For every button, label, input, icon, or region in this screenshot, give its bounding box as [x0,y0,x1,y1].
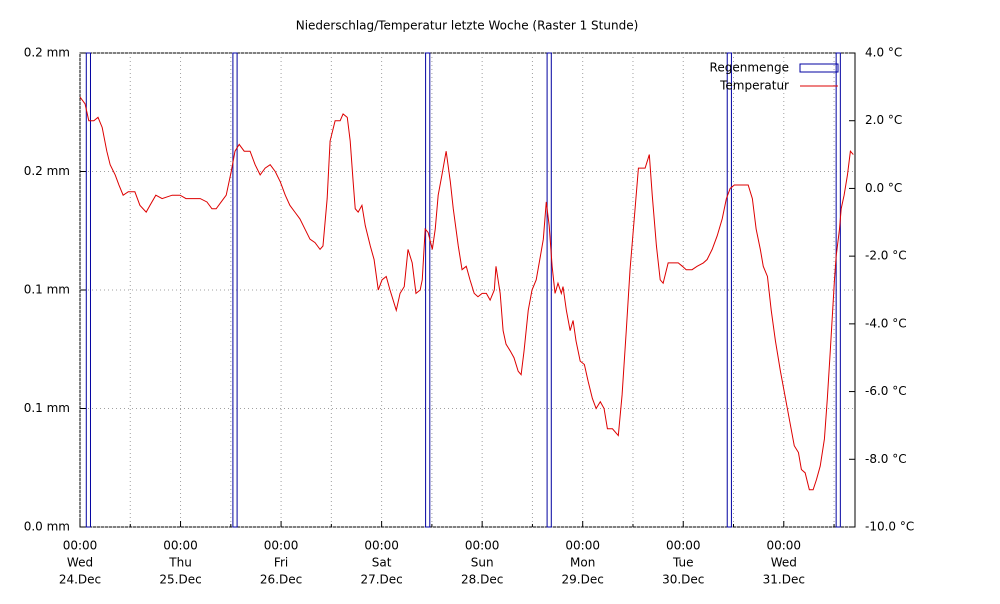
y2-tick-label: 4.0 °C [865,46,902,60]
x-tick-label: 00:00 [364,539,399,553]
x-tick-label: Sat [372,556,392,570]
x-tick-label: Tue [672,556,694,570]
x-tick-label: 00:00 [666,539,701,553]
y2-tick-label: -4.0 °C [865,316,907,330]
x-tick-label: 00:00 [465,539,500,553]
x-tick-label: 28.Dec [461,573,503,587]
legend-swatch [799,63,839,73]
rain-bar [85,52,91,528]
x-tick-label: 00:00 [565,539,600,553]
legend-label: Regenmenge [710,61,789,75]
x-tick-label: 26.Dec [260,573,302,587]
y-tick-label: 0.1 mm [24,283,70,297]
x-tick-label: Sun [471,556,494,570]
y-tick-label: 0.0 mm [24,520,70,534]
x-tick-label: 00:00 [163,539,198,553]
rain-bar [546,52,552,528]
y-tick-label: 0.2 mm [24,164,70,178]
y2-tick-label: -8.0 °C [865,452,907,466]
y-tick-label: 0.2 mm [24,46,70,60]
x-tick-label: Thu [168,556,192,570]
x-tick-label: 00:00 [264,539,299,553]
x-tick-label: Fri [274,556,288,570]
x-tick-label: 00:00 [63,539,98,553]
rain-bar [425,52,431,528]
y2-tick-label: -2.0 °C [865,249,907,263]
x-tick-label: 29.Dec [562,573,604,587]
x-tick-label: 27.Dec [360,573,402,587]
rain-bar [726,52,732,528]
x-tick-label: Wed [67,556,93,570]
x-tick-label: 30.Dec [662,573,704,587]
y2-tick-label: 0.0 °C [865,181,902,195]
temperature-line [79,96,854,491]
y2-tick-label: -10.0 °C [865,520,914,534]
x-tick-label: Mon [570,556,595,570]
x-tick-label: 31.Dec [763,573,805,587]
rain-bar [835,52,841,528]
x-tick-label: 00:00 [766,539,801,553]
legend-label: Temperatur [719,79,789,93]
y2-tick-label: -6.0 °C [865,384,907,398]
rain-bar [232,52,238,528]
y2-tick-label: 2.0 °C [865,113,902,127]
y-tick-label: 0.1 mm [24,401,70,415]
x-tick-label: 25.Dec [159,573,201,587]
x-tick-label: Wed [771,556,797,570]
chart-title: Niederschlag/Temperatur letzte Woche (Ra… [296,19,639,33]
x-tick-label: 24.Dec [59,573,101,587]
